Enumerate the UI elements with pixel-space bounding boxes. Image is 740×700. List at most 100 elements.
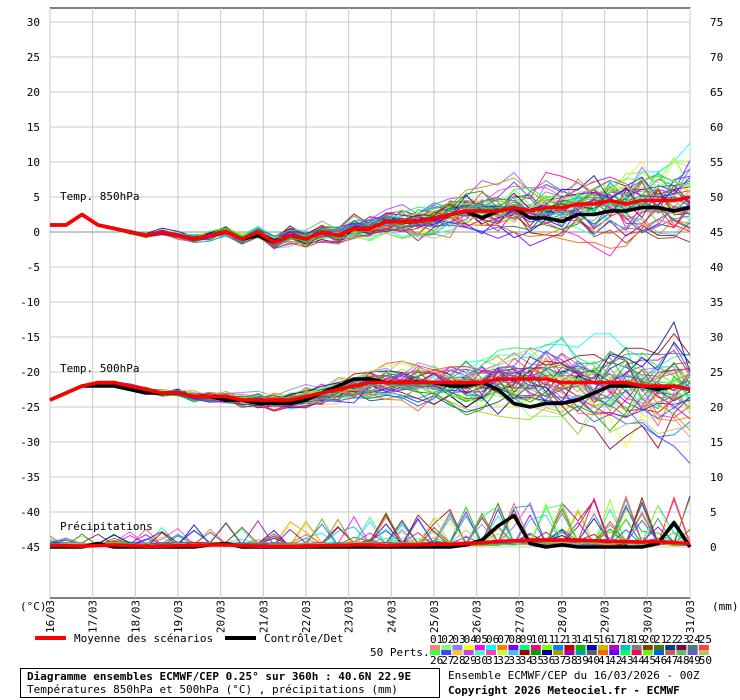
left-tick-label: -30	[20, 436, 40, 449]
perturbation-swatch	[553, 650, 564, 655]
left-tick-label: 30	[27, 16, 40, 29]
chart-grid	[49, 7, 691, 599]
perturbation-id: 47	[665, 654, 678, 667]
perturbation-swatch	[474, 645, 485, 650]
perturbation-id: 33	[508, 654, 521, 667]
right-tick-label: 15	[710, 436, 723, 449]
perturbation-swatch	[508, 650, 519, 655]
left-tick-label: 0	[33, 226, 40, 239]
right-tick-label: 50	[710, 191, 723, 204]
left-tick-label: 15	[27, 121, 40, 134]
x-tick-label: 31/03	[684, 600, 697, 633]
perturbations-label: 50 Perts.	[370, 646, 430, 659]
perturbation-swatch	[642, 645, 653, 650]
x-tick-label: 24/03	[385, 600, 398, 633]
perturbation-id: 19	[632, 633, 645, 646]
perturbation-swatch	[575, 650, 586, 655]
perturbation-id: 24	[688, 633, 702, 646]
left-tick-label: 25	[27, 51, 40, 64]
perturbation-id: 01	[430, 633, 443, 646]
perturbation-id: 27	[441, 654, 454, 667]
x-tick-label: 17/03	[87, 600, 100, 633]
perturbation-id: 44	[632, 654, 646, 667]
perturbation-id: 48	[676, 654, 689, 667]
left-axis-ticks: 30 25 20 15 10 5 0 -5 -10 -15 -20 -25 -30 -35 -40 -45	[20, 16, 40, 554]
left-tick-label: 10	[27, 156, 40, 169]
copyright: Copyright 2026 Meteociel.fr - ECMWF	[448, 684, 680, 697]
perturbation-swatch	[620, 645, 631, 650]
perturbation-id: 20	[643, 633, 656, 646]
perturbation-swatch	[609, 650, 620, 655]
perturbation-id: 29	[464, 654, 477, 667]
perturbation-id: 42	[609, 654, 622, 667]
panel-label: Temp. 850hPa	[60, 190, 139, 203]
perturbation-swatch	[631, 650, 642, 655]
perturbation-swatch	[676, 650, 687, 655]
perturbation-swatch	[486, 650, 496, 655]
perturbation-swatch	[553, 645, 564, 650]
x-tick-label: 23/03	[343, 600, 356, 633]
left-tick-label: -5	[27, 261, 40, 274]
run-info: Ensemble ECMWF/CEP du 16/03/2026 - 00Z	[448, 669, 700, 682]
perturbation-id: 13	[564, 633, 577, 646]
perturbation-id: 49	[688, 654, 701, 667]
right-axis-label: (mm)	[712, 600, 739, 613]
perturbation-swatch	[519, 645, 530, 650]
perturbation-id: 46	[654, 654, 667, 667]
perturbation-line	[49, 176, 691, 243]
perturbation-legend: 0102030405060708091011121314151617181920…	[430, 633, 712, 667]
right-tick-label: 40	[710, 261, 723, 274]
perturbation-id: 22	[665, 633, 678, 646]
perturbation-swatch	[441, 650, 452, 655]
perturbation-id: 16	[598, 633, 611, 646]
perturbation-id: 26	[430, 654, 443, 667]
x-tick-label: 29/03	[599, 600, 612, 633]
perturbation-id: 18	[620, 633, 633, 646]
perturbation-id: 09	[520, 633, 533, 646]
legend: Moyenne des scénarios Contrôle/Det 50 Pe…	[35, 632, 430, 659]
x-tick-label: 28/03	[556, 600, 569, 633]
mean-line-t500	[49, 377, 691, 402]
right-tick-label: 20	[710, 401, 723, 414]
perturbation-id: 31	[486, 654, 499, 667]
perturbation-swatch	[631, 645, 642, 650]
footer-right: Ensemble ECMWF/CEP du 16/03/2026 - 00Z C…	[448, 668, 738, 698]
perturbation-swatch	[519, 650, 530, 655]
perturbation-swatch	[586, 650, 597, 655]
perturbation-id: 10	[531, 633, 544, 646]
perturbation-id: 15	[587, 633, 600, 646]
perturbation-id: 23	[676, 633, 689, 646]
perturbation-swatch	[486, 645, 496, 650]
x-tick-label: 21/03	[257, 600, 270, 633]
perturbation-swatch	[497, 650, 508, 655]
x-tick-label: 26/03	[471, 600, 484, 633]
perturbation-swatch	[530, 645, 541, 650]
x-tick-label: 30/03	[641, 600, 654, 633]
left-tick-label: -15	[20, 331, 40, 344]
right-tick-label: 30	[710, 331, 723, 344]
perturbation-swatch	[564, 650, 575, 655]
right-tick-label: 55	[710, 156, 723, 169]
x-tick-label: 19/03	[172, 600, 185, 633]
perturbation-id: 36	[542, 654, 555, 667]
perturbation-swatch	[463, 645, 474, 650]
main-series-lines	[49, 195, 692, 549]
legend-control-label: Contrôle/Det	[264, 632, 343, 645]
right-tick-label: 70	[710, 51, 723, 64]
right-tick-label: 0	[710, 541, 717, 554]
x-tick-label: 22/03	[300, 600, 313, 633]
right-tick-label: 5	[710, 506, 717, 519]
left-tick-label: -40	[20, 506, 40, 519]
perturbation-swatch	[430, 650, 440, 655]
panel-labels: Temp. 850hPa Temp. 500hPa Précipitations	[60, 190, 153, 533]
perturbation-swatch	[698, 645, 709, 650]
left-tick-label: -45	[20, 541, 40, 554]
perturbation-swatch	[698, 650, 709, 655]
right-tick-label: 25	[710, 366, 723, 379]
perturbation-swatch	[542, 650, 552, 655]
legend-mean-label: Moyenne des scénarios	[74, 632, 213, 645]
perturbation-id: 39	[576, 654, 589, 667]
perturbation-swatch	[452, 645, 463, 650]
